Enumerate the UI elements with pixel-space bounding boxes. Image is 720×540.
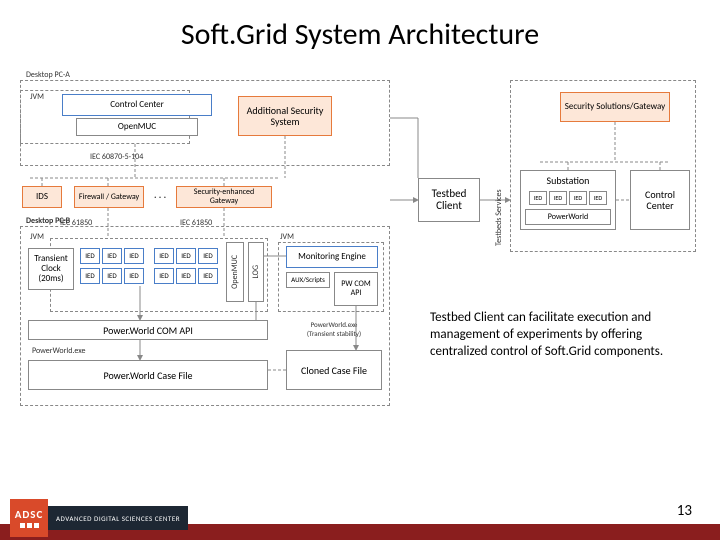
openmuc-box: OpenMUC [76,118,198,136]
dots-label: · · · [154,190,166,203]
log-vlabel: LOG [252,265,261,279]
jvm-b-label: JVM [30,232,44,242]
ied-box: IED [102,268,122,284]
ied-box: IED [102,248,122,264]
security-solutions-box: Security Solutions/Gateway [560,92,670,122]
page-number: 13 [677,502,692,520]
additional-security-box: Additional Security System [238,96,332,136]
aux-scripts-box: AUX/Scripts [286,272,330,288]
footer: 13 ADSC ADVANCED DIGITAL SCIENCES CENTER [0,492,720,540]
slide-title: Soft.Grid System Architecture [0,16,720,53]
ied-box: IED [176,248,196,264]
jvm-c-label: JVM [280,232,294,242]
openmuc-vlabel: OpenMUC [231,255,240,289]
substation-label: Substation [521,175,615,186]
control-center-box: Control Center [62,94,212,116]
openmuc-vertical-box: OpenMUC [226,242,244,302]
pw-com-box: PW COM API [334,272,378,306]
ids-box: IDS [22,186,62,208]
ied-small: IED [529,191,547,205]
testbed-client-box: Testbed Client [418,178,480,222]
pw-exe-ts-label: PowerWorld.exe (Transient stability) [286,320,382,338]
iec61850-a-label: IEC 61850 [60,218,92,228]
monitoring-engine-box: Monitoring Engine [286,246,378,268]
ied-box: IED [124,248,144,264]
ied-box: IED [80,248,100,264]
ied-box: IED [124,268,144,284]
ied-box: IED [176,268,196,284]
jvm-a-label: JVM [30,92,44,102]
transient-clock-box: Transient Clock (20ms) [28,248,74,290]
pw-com-api-box: Power.World COM API [28,320,268,340]
adsc-logo: ADSC ADVANCED DIGITAL SCIENCES CENTER [10,498,188,538]
ied-box: IED [80,268,100,284]
ied-small: IED [569,191,587,205]
powerworld-label-box: PowerWorld [525,209,611,225]
cloned-case-file-box: Cloned Case File [286,350,382,390]
logo-text: ADVANCED DIGITAL SCIENCES CENTER [48,506,188,530]
ied-small: IED [549,191,567,205]
pw-case-file-box: Power.World Case File [28,360,268,390]
ied-box: IED [198,248,218,264]
ied-box: IED [154,268,174,284]
iec104-label: IEC 60870-5-104 [90,152,143,162]
control-center-right-box: Control Center [630,170,690,230]
firewall-box: Firewall / Gateway [74,186,144,208]
logo-mark: ADSC [10,499,48,537]
ied-box: IED [198,268,218,284]
pw-exe-label: PowerWorld.exe [32,346,86,356]
security-gateway-box: Security-enhanced Gateway [176,186,272,208]
ied-small: IED [589,191,607,205]
iec61850-b-label: IEC 61850 [180,218,212,228]
substation-ieds: IED IED IED IED [525,191,611,205]
testbeds-services-label: Testbeds Services [494,166,504,246]
log-vertical-box: LOG [248,242,264,302]
desktop-a-label: Desktop PC-A [26,70,70,80]
ied-box: IED [154,248,174,264]
substation-box: Substation IED IED IED IED PowerWorld [520,170,616,230]
description-text: Testbed Client can facilitate execution … [430,310,680,361]
